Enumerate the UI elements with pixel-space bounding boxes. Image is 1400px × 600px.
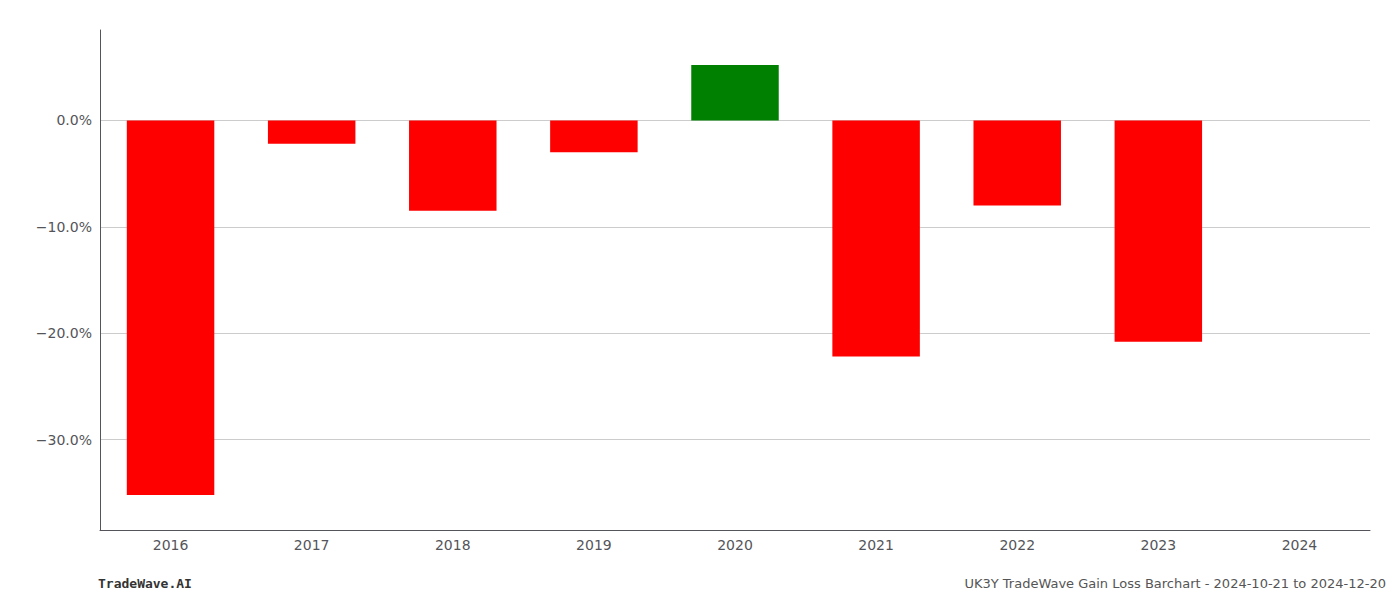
svg-text:−30.0%: −30.0%: [36, 432, 92, 448]
svg-text:−10.0%: −10.0%: [36, 219, 92, 235]
svg-text:2019: 2019: [576, 537, 612, 553]
svg-text:2018: 2018: [435, 537, 471, 553]
svg-text:2023: 2023: [1141, 537, 1177, 553]
svg-text:2016: 2016: [153, 537, 189, 553]
svg-text:2017: 2017: [294, 537, 330, 553]
svg-text:2020: 2020: [717, 537, 753, 553]
svg-text:TradeWave.AI: TradeWave.AI: [98, 576, 192, 591]
svg-text:UK3Y TradeWave Gain Loss Barch: UK3Y TradeWave Gain Loss Barchart - 2024…: [964, 576, 1386, 591]
svg-text:−20.0%: −20.0%: [36, 325, 92, 341]
svg-text:2021: 2021: [858, 537, 894, 553]
svg-text:0.0%: 0.0%: [56, 112, 92, 128]
svg-text:2022: 2022: [999, 537, 1035, 553]
svg-text:2024: 2024: [1282, 537, 1318, 553]
